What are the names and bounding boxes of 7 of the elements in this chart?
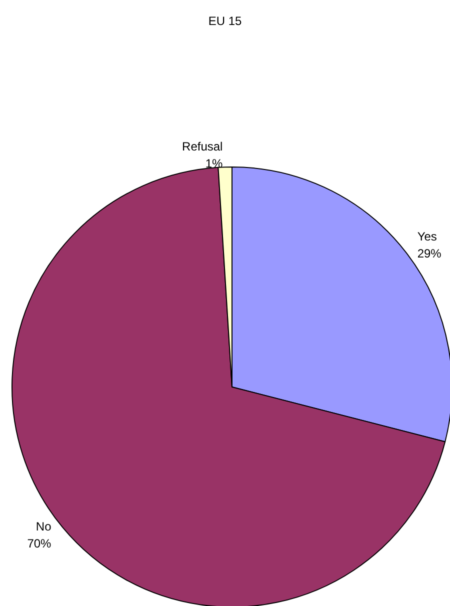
slice-label: No [36,519,52,534]
data-label: 70% [27,536,52,550]
slice-label: Yes [417,229,437,244]
data-label: 29% [417,246,442,260]
slice-label: Refusal [182,140,223,154]
data-label: 1% [205,156,224,171]
chart-title: EU 15 [208,14,242,28]
